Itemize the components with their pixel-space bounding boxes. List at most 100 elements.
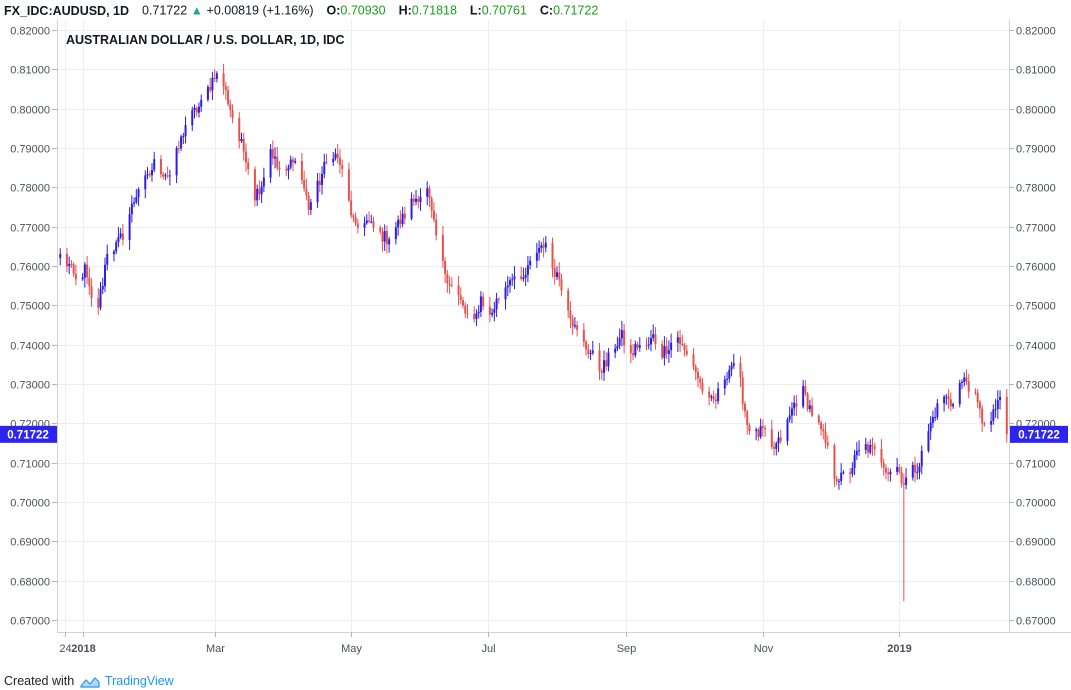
candle-body [855,450,858,456]
candle-body [428,188,431,199]
candle-body [491,312,494,315]
candle-body [916,471,919,473]
candle-body [193,107,196,111]
candle-body [961,381,964,383]
candle-body [598,350,601,371]
tradingview-brand[interactable]: TradingView [104,674,174,688]
candle-body [128,214,131,241]
candle-body [401,213,404,225]
candle-body [623,330,626,346]
last-price: 0.71722 [141,3,188,18]
candle-body [694,366,697,372]
candle-body [589,352,592,354]
candle-body [992,409,995,422]
y-tick-label: 0.67000 [10,616,50,628]
candle-body [679,337,682,344]
candle-body [412,198,415,202]
candle-body [222,73,225,87]
candle-body [323,161,326,174]
candle-body [582,329,585,342]
candle-body [276,156,279,168]
y-tick-label: 0.80000 [1016,105,1056,117]
y-tick-label: 0.79000 [10,144,50,156]
candle-body [538,247,541,253]
candle-body [381,231,384,242]
candle-body [569,310,572,319]
price-chart[interactable]: AUSTRALIAN DOLLAR / U.S. DOLLAR, 1D, IDC… [0,0,1071,672]
candle-body [802,386,805,407]
y-tick-label: 0.69000 [1016,537,1056,549]
candle-body [540,245,543,248]
candle-body [215,73,218,79]
candle-body [542,245,545,248]
candle-body [793,402,796,409]
change-value: +0.00819 (+1.16%) [206,3,314,18]
candle-body [388,239,391,245]
candle-body [291,159,294,163]
candle-body [300,160,303,181]
candle-body [336,153,339,158]
candle-body [103,264,106,287]
candle-body [74,273,77,280]
candle-body [837,481,840,483]
candle-body [195,107,198,113]
candle-body [200,99,203,107]
candle-body [224,86,227,90]
candle-body [553,268,556,277]
y-tick-label: 0.76000 [10,262,50,274]
last-price-label-right-bg [1010,425,1068,443]
candle-body [775,443,778,449]
low-value: 0.70761 [481,3,527,18]
candle-body [86,264,89,278]
candle-body [976,392,979,403]
candle-body [884,467,887,473]
candle-body [929,422,932,432]
candle-body [967,381,970,392]
candle-body [732,363,735,366]
candle-body [618,338,621,346]
candle-body [696,371,699,379]
last-price-label-left: 0.71722 [7,429,49,441]
y-tick-label: 0.67000 [1016,616,1056,628]
candle-body [544,242,547,248]
candle-body [947,396,950,400]
candle-body [822,429,825,432]
candle-body [356,223,359,228]
candle-body [209,87,212,91]
y-tick-label: 0.73000 [10,380,50,392]
candle-body [368,220,371,222]
candle-body [488,306,491,315]
candle-body [958,382,961,405]
candle-body [605,360,608,367]
candle-body [560,279,563,291]
tradingview-logo-icon [80,676,100,688]
candle-body [786,419,789,441]
candle-body [383,230,386,242]
candle-body [506,285,509,288]
candle-body [271,149,274,159]
candle-body [835,478,838,482]
candle-body [522,277,525,280]
candle-body [166,175,169,177]
candle-body [206,87,209,100]
candle-body [119,233,122,238]
candle-body [730,365,733,370]
candle-body [247,162,250,170]
candle-body [911,464,914,478]
candle-body [112,251,115,255]
candle-body [90,286,93,299]
candle-body [274,156,277,159]
candle-body [244,151,247,163]
candle-body [278,167,281,170]
open-value: 0.70930 [340,3,386,18]
candle-body [352,215,355,218]
candle-body [649,337,652,345]
y-tick-label: 0.81000 [10,65,50,77]
high-value: 0.71818 [411,3,457,18]
candle-body [591,350,594,353]
candle-body [759,426,762,437]
last-price-label-left-bg [0,425,57,443]
candle-body [788,415,791,420]
candle-body [567,290,570,311]
candle-body [616,345,619,349]
